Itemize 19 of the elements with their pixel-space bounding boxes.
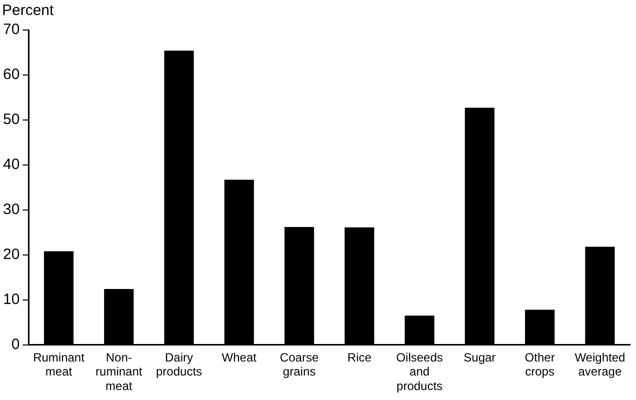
x-tick-label: Rice <box>347 350 372 364</box>
y-tick-label: 30 <box>2 201 20 218</box>
y-tick-label: 0 <box>11 336 20 353</box>
x-tick-label: Other crops <box>524 350 555 379</box>
x-tick-label: Dairy products <box>156 350 202 379</box>
y-tick-label: 70 <box>2 21 20 38</box>
y-axis-title: Percent <box>2 2 54 19</box>
y-tick-label: 60 <box>2 66 20 84</box>
y-tick-label: 50 <box>2 111 20 128</box>
y-tick-label: 40 <box>2 156 20 174</box>
x-tick-label: Weighted average <box>574 350 626 379</box>
x-tick-label: Non-ruminant meat <box>96 350 143 394</box>
x-tick-label: Sugar <box>464 350 496 364</box>
x-tick-label: Wheat <box>222 350 258 364</box>
x-tick-label: Coarse grains <box>280 350 319 379</box>
y-tick-label: 20 <box>2 246 20 263</box>
x-tick-label: Ruminant meat <box>33 350 86 379</box>
y-tick-label: 10 <box>2 290 20 308</box>
x-tick-label: Oilseeds and products <box>396 350 443 394</box>
